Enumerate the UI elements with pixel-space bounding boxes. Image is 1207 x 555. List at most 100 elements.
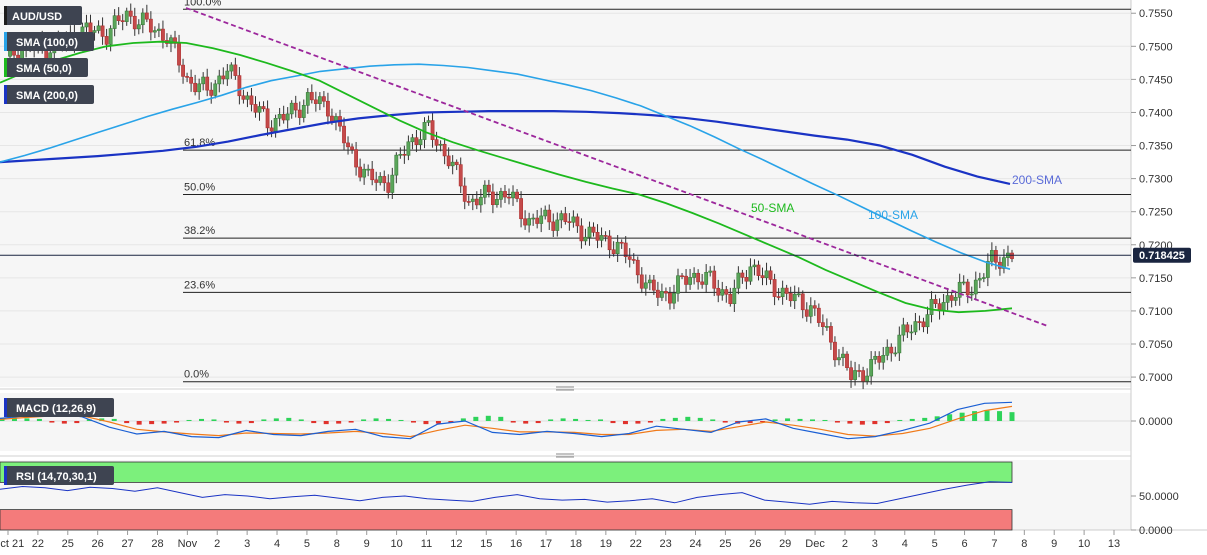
candle-body bbox=[293, 102, 298, 111]
candle-body bbox=[503, 191, 507, 198]
candle-body bbox=[249, 95, 254, 105]
legend-symbol[interactable]: AUD/USD bbox=[4, 6, 82, 25]
price-tick-label: 0.7000 bbox=[1139, 372, 1173, 384]
legend-sma-100[interactable]: SMA (100,0) bbox=[4, 32, 94, 51]
macd-histogram-bar bbox=[336, 421, 342, 424]
candle-body bbox=[152, 30, 157, 33]
candle-body bbox=[704, 271, 709, 285]
rsi-splitter-grip-icon[interactable] bbox=[556, 453, 574, 458]
time-tick-label: Nov bbox=[178, 538, 198, 550]
candle-body bbox=[470, 198, 475, 202]
candle-body bbox=[92, 30, 97, 33]
time-tick-label: 12 bbox=[450, 538, 462, 550]
candle-body bbox=[877, 355, 882, 363]
macd-histogram-bar bbox=[585, 419, 591, 421]
legend-macd[interactable]: MACD (12,26,9) bbox=[4, 398, 114, 417]
candle-body bbox=[792, 293, 797, 302]
macd-histogram-bar bbox=[223, 421, 229, 423]
legend-sma-200[interactable]: SMA (200,0) bbox=[4, 85, 94, 104]
candle-body bbox=[374, 179, 379, 183]
rsi-overbought-zone bbox=[0, 461, 1013, 483]
macd-histogram-bar bbox=[822, 419, 828, 421]
macd-histogram-bar bbox=[972, 411, 978, 421]
candle-body bbox=[788, 293, 793, 302]
macd-histogram-bar bbox=[149, 421, 155, 425]
candle-body bbox=[446, 155, 451, 167]
candle-body bbox=[531, 217, 536, 220]
candle-body bbox=[289, 102, 294, 115]
legend-rsi-label: RSI (14,70,30,1) bbox=[16, 471, 97, 483]
candle-body bbox=[736, 272, 741, 289]
candle-body bbox=[84, 22, 89, 28]
candle-body bbox=[708, 270, 713, 273]
macd-histogram-bar bbox=[697, 417, 703, 421]
candle-body bbox=[265, 108, 270, 129]
candle-body bbox=[495, 199, 499, 205]
candle-body bbox=[885, 346, 890, 356]
macd-histogram-bar bbox=[847, 421, 853, 424]
price-panel-background bbox=[0, 0, 1131, 387]
macd-histogram-bar bbox=[273, 418, 279, 421]
macd-histogram-bar bbox=[248, 421, 254, 424]
candle-body bbox=[414, 137, 419, 145]
macd-histogram-bar bbox=[984, 410, 990, 421]
macd-splitter-grip-icon[interactable] bbox=[556, 386, 574, 391]
macd-histogram-bar bbox=[286, 417, 292, 421]
candle-body bbox=[917, 321, 922, 323]
candle-body bbox=[905, 324, 910, 333]
candle-body bbox=[257, 106, 262, 113]
sma-50-label: 50-SMA bbox=[751, 201, 794, 215]
macd-histogram-bar bbox=[423, 421, 429, 425]
macd-histogram-bar bbox=[448, 421, 454, 423]
macd-histogram-bar bbox=[211, 419, 217, 421]
candle-body bbox=[740, 272, 745, 278]
candle-body bbox=[800, 293, 805, 311]
time-tick-label: 29 bbox=[779, 538, 791, 550]
candle-body bbox=[623, 242, 628, 257]
candle-body bbox=[824, 326, 829, 328]
time-tick-label: 5 bbox=[932, 538, 938, 550]
price-tick-label: 0.7050 bbox=[1139, 339, 1173, 351]
macd-histogram-bar bbox=[535, 421, 541, 424]
macd-histogram-bar bbox=[161, 421, 167, 424]
candle-body bbox=[474, 198, 479, 206]
candle-body bbox=[845, 353, 849, 368]
time-tick-label: 26 bbox=[749, 538, 761, 550]
candle-body bbox=[973, 279, 978, 295]
macd-histogram-bar bbox=[909, 418, 915, 421]
candle-body bbox=[985, 261, 990, 278]
fibonacci-label: 38.2% bbox=[184, 225, 215, 237]
candle-body bbox=[120, 20, 125, 22]
candle-body bbox=[434, 139, 439, 146]
candle-body bbox=[543, 209, 548, 217]
candle-body bbox=[994, 250, 998, 263]
legend-rsi[interactable]: RSI (14,70,30,1) bbox=[4, 466, 114, 485]
candle-body bbox=[599, 235, 604, 241]
macd-histogram-bar bbox=[435, 421, 441, 424]
macd-histogram-bar bbox=[61, 421, 67, 424]
time-tick-label: 7 bbox=[991, 538, 997, 550]
macd-histogram-bar bbox=[373, 418, 379, 421]
candle-body bbox=[398, 153, 403, 156]
candle-body bbox=[144, 12, 149, 20]
macd-histogram-bar bbox=[74, 421, 80, 424]
legend-sma-50[interactable]: SMA (50,0) bbox=[4, 58, 88, 77]
price-axis: 0.7550 0.7500 0.7450 0.7400 0.7350 0.7300 0.72… bbox=[1131, 8, 1179, 537]
candle-body bbox=[865, 375, 870, 382]
candle-body bbox=[209, 89, 214, 96]
time-tick-label: 3 bbox=[872, 538, 878, 550]
candle-body bbox=[410, 137, 415, 143]
candle-body bbox=[269, 127, 274, 132]
candlesticks bbox=[8, 3, 1014, 390]
candle-body bbox=[933, 299, 938, 304]
candle-body bbox=[462, 185, 467, 202]
time-tick-label: 10 bbox=[1078, 538, 1090, 550]
candle-body bbox=[309, 92, 314, 101]
macd-histogram-bar bbox=[859, 421, 865, 425]
time-tick-label: 10 bbox=[390, 538, 402, 550]
candle-body bbox=[869, 359, 874, 377]
macd-histogram-bar bbox=[685, 416, 691, 421]
candle-body bbox=[193, 82, 198, 93]
candle-body bbox=[619, 241, 624, 244]
